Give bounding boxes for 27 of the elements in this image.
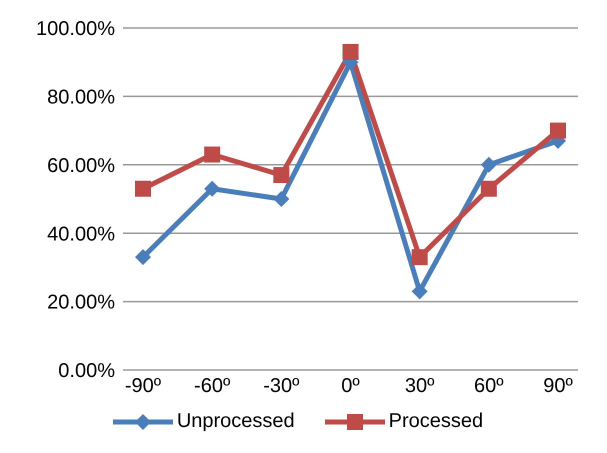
point (135, 180, 151, 197)
x-tick-label: 30º (404, 375, 436, 398)
x-tick-label: 90º (543, 375, 574, 398)
y-tick-label: 100.00% (36, 18, 116, 40)
point (412, 249, 428, 266)
y-tick-label: 60.00% (47, 154, 116, 177)
point (480, 156, 497, 173)
x-tick-label: 60º (474, 375, 504, 398)
x-tick-label: -90º (124, 375, 162, 398)
legend-label: Processed (388, 410, 484, 433)
point (480, 180, 497, 197)
point (550, 122, 566, 139)
point (135, 249, 151, 266)
y-tick-label: 20.00% (47, 292, 116, 314)
point (204, 146, 220, 163)
x-tick-label: -30º (263, 375, 300, 398)
point (273, 167, 290, 184)
y-tick-label: 40.00% (47, 223, 116, 246)
y-tick-label: 0.00% (58, 360, 116, 382)
point (273, 191, 290, 207)
x-tick-label: -60º (194, 375, 231, 398)
x-tick-label: 0º (341, 375, 360, 398)
legend-label: Unprocessed (176, 410, 295, 433)
point (412, 283, 428, 300)
point (342, 44, 358, 60)
y-tick-label: 80.00% (47, 86, 116, 108)
point (204, 180, 220, 197)
